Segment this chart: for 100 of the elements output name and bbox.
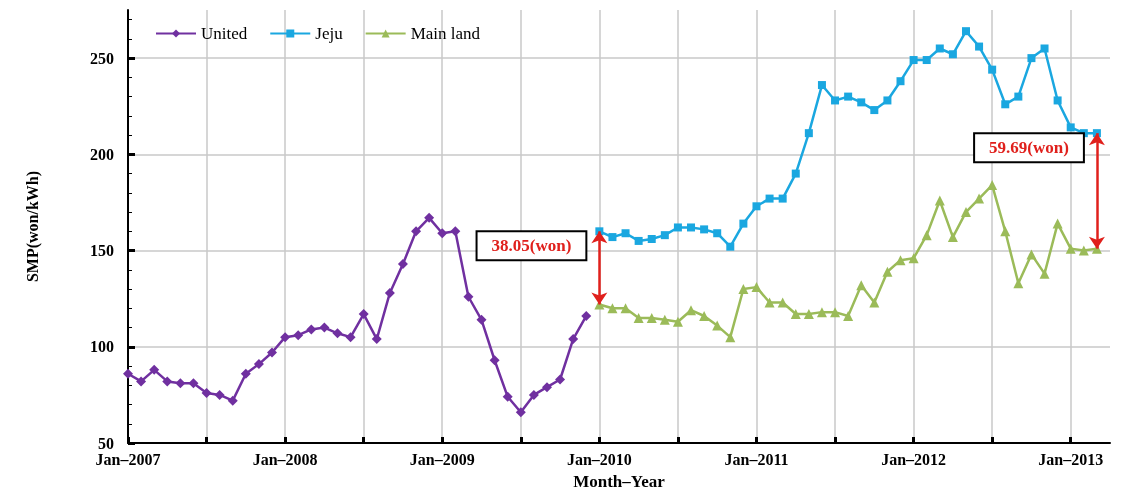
point [790, 309, 801, 320]
point [1014, 92, 1023, 101]
point [345, 332, 356, 343]
x-tick-label: Jan–2011 [724, 450, 789, 468]
point [437, 228, 448, 239]
point [869, 297, 880, 308]
point [713, 229, 722, 238]
point [673, 223, 682, 232]
point [424, 212, 435, 223]
point [371, 334, 382, 345]
point [555, 374, 566, 385]
x-tick-label: Jan–2009 [409, 450, 475, 468]
point [686, 305, 697, 316]
point [1078, 245, 1089, 256]
x-tick-label: Jan–2012 [881, 450, 947, 468]
point [777, 297, 788, 308]
point [515, 407, 526, 418]
point [621, 229, 630, 238]
point [188, 378, 199, 389]
y-tick-label: 150 [90, 242, 114, 260]
point [227, 395, 238, 406]
point [280, 332, 291, 343]
point [765, 194, 774, 203]
point [803, 309, 814, 320]
point [987, 180, 998, 191]
point [817, 81, 826, 90]
point [830, 307, 841, 318]
point [1039, 268, 1050, 279]
point [1053, 96, 1062, 105]
point [240, 368, 251, 379]
point [1001, 100, 1010, 109]
point [581, 310, 592, 321]
point [293, 330, 304, 341]
point [988, 65, 997, 74]
point [922, 56, 931, 65]
point [397, 259, 408, 270]
point [896, 77, 905, 86]
point [725, 332, 736, 343]
point [541, 382, 552, 393]
point [306, 324, 317, 335]
point [816, 307, 827, 318]
y-tick-label: 50 [98, 434, 114, 452]
point [384, 287, 395, 298]
point [1013, 278, 1024, 289]
y-tick-label: 200 [90, 145, 114, 163]
point [646, 312, 657, 323]
point [201, 387, 212, 398]
point [844, 92, 853, 101]
point [895, 255, 906, 266]
point [935, 44, 944, 53]
point [672, 316, 683, 327]
point [1026, 249, 1037, 260]
point [660, 231, 669, 240]
point [1066, 123, 1075, 132]
y-tick-label: 100 [90, 338, 114, 356]
point [700, 225, 709, 234]
annotation: 59.69(won) [989, 138, 1069, 158]
point [568, 334, 579, 345]
legend-label: Jeju [315, 24, 344, 43]
point [857, 98, 866, 107]
point [659, 314, 670, 325]
point [974, 193, 985, 204]
y-axis-title: SMP(won/kWh) [23, 170, 42, 283]
legend-label: United [201, 24, 248, 43]
point [253, 359, 264, 370]
x-tick-label: Jan–2007 [95, 450, 161, 468]
point [960, 207, 971, 218]
point [411, 226, 422, 237]
x-tick-label: Jan–2013 [1038, 450, 1104, 468]
point [358, 309, 369, 320]
point [634, 236, 643, 245]
point [175, 378, 186, 389]
point [528, 389, 539, 400]
point [712, 320, 723, 331]
point [961, 27, 970, 36]
point [831, 96, 840, 105]
point [947, 232, 958, 243]
point [647, 235, 656, 244]
point [739, 219, 748, 228]
point [267, 347, 278, 358]
point [149, 364, 160, 375]
y-tick-label: 250 [90, 49, 114, 67]
point [804, 129, 813, 138]
point [764, 297, 775, 308]
x-tick-label: Jan–2010 [566, 450, 632, 468]
point [699, 310, 710, 321]
point [883, 96, 892, 105]
point [607, 303, 618, 314]
point [751, 282, 762, 293]
legend-label: Main land [410, 24, 481, 43]
point [856, 280, 867, 291]
point [620, 303, 631, 314]
point [1052, 218, 1063, 229]
point [752, 202, 761, 211]
point [948, 50, 957, 59]
point [791, 169, 800, 178]
point [332, 328, 343, 339]
point [136, 376, 147, 387]
point [476, 314, 487, 325]
point [319, 322, 330, 333]
